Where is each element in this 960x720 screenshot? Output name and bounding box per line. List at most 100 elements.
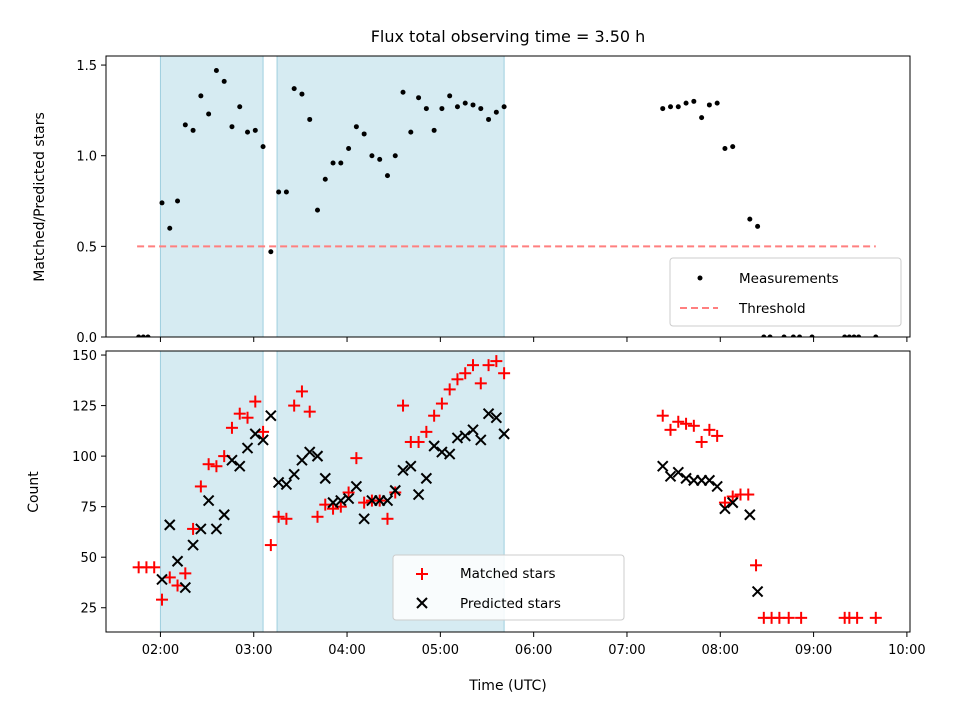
xtick-label-8: 09:00: [795, 643, 832, 658]
point-top-1-64: [790, 334, 796, 337]
point-bottom-1-49: [656, 409, 669, 422]
point-top-1-44: [470, 102, 476, 108]
point-top-1-55: [706, 102, 712, 108]
point-bottom-1-17: [257, 425, 270, 438]
point-top-1-4: [159, 200, 165, 206]
point-bottom-1-5: [163, 571, 176, 584]
legend-top: Measurements Threshold: [669, 257, 902, 327]
point-bottom-1-35: [397, 399, 410, 412]
point-bottom-2-15: [265, 409, 277, 422]
point-bottom-2-14: [257, 434, 269, 446]
point-bottom-1-9: [194, 480, 207, 493]
point-bottom-2-20: [304, 446, 316, 458]
point-bottom-1-58: [726, 490, 739, 503]
point-bottom-1-45: [474, 377, 487, 390]
point-top-1-2: [140, 334, 146, 337]
point-bottom-2-36: [428, 440, 440, 452]
x-axis-label: Time (UTC): [468, 678, 546, 694]
legend-predicted-label: Predicted stars: [460, 596, 561, 612]
point-bottom-1-56: [711, 429, 724, 442]
point-top-1-54: [699, 115, 705, 121]
legend-bottom: Matched stars Predicted stars: [392, 554, 625, 621]
point-bottom-1-24: [311, 510, 324, 523]
point-top-1-43: [462, 100, 468, 106]
xtick-label-3: 04:00: [328, 643, 365, 658]
point-top-1-15: [245, 129, 251, 135]
point-bottom-1-52: [680, 417, 693, 430]
point-bottom-1-40: [435, 397, 448, 410]
point-top-1-66: [809, 334, 815, 337]
point-top-1-13: [229, 124, 235, 130]
point-bottom-2-2: [164, 519, 176, 531]
point-bottom-1-13: [225, 421, 238, 434]
xtick-label-7: 08:00: [702, 643, 739, 658]
point-bottom-2-34: [412, 488, 425, 501]
point-bottom-1-44: [467, 359, 480, 372]
point-top-1-45: [478, 106, 484, 112]
point-bottom-1-60: [742, 488, 755, 501]
point-top-1-63: [781, 334, 787, 337]
point-bottom-1-43: [459, 367, 472, 380]
point-bottom-2-17: [280, 478, 293, 491]
point-bottom-1-39: [428, 409, 441, 422]
point-bottom-1-61: [750, 559, 763, 572]
point-bottom-2-25: [342, 492, 355, 505]
point-top-1-16: [252, 127, 258, 133]
point-top-1-39: [431, 127, 437, 133]
legend-predicted-marker: [416, 597, 428, 609]
point-top-1-1: [136, 334, 142, 337]
point-bottom-2-9: [218, 509, 230, 521]
point-bottom-2-4: [179, 581, 192, 594]
point-top-1-31: [369, 153, 375, 159]
point-top-1-62: [767, 334, 773, 337]
point-bottom-1-21: [288, 399, 301, 412]
point-bottom-1-18: [264, 539, 277, 552]
point-top-1-28: [346, 145, 352, 151]
point-top-1-69: [851, 334, 857, 337]
point-bottom-2-41: [467, 424, 479, 436]
point-bottom-1-16: [249, 395, 262, 408]
point-bottom-1-23: [303, 405, 316, 418]
ytick-label-bottom-3: 75: [80, 501, 97, 516]
point-bottom-1-38: [420, 425, 433, 438]
point-bottom-2-30: [381, 494, 394, 507]
point-bottom-2-38: [443, 448, 456, 460]
point-top-1-19: [276, 189, 282, 195]
point-top-1-67: [842, 334, 848, 337]
point-bottom-1-41: [443, 383, 456, 396]
point-bottom-1-11: [210, 460, 223, 473]
bottom-y-axis-label: Count: [26, 471, 42, 513]
point-top-1-17: [260, 144, 266, 150]
point-bottom-2-53: [711, 480, 723, 493]
point-top-1-22: [299, 91, 305, 97]
top-panel: 0.0 0.5 1.0 1.5: [76, 55, 911, 346]
point-bottom-1-22: [295, 385, 308, 398]
point-top-1-41: [447, 93, 453, 99]
point-bottom-2-56: [744, 509, 756, 521]
point-bottom-1-66: [795, 611, 808, 624]
axes-frame-top: [105, 55, 911, 338]
point-bottom-2-26: [350, 480, 363, 493]
point-bottom-1-19: [272, 510, 285, 523]
point-bottom-2-31: [389, 484, 401, 497]
point-top-1-8: [190, 127, 196, 133]
point-top-1-34: [392, 153, 398, 159]
point-top-1-58: [730, 144, 736, 150]
shaded-interval-bottom-1: [159, 350, 264, 633]
point-bottom-2-40: [459, 430, 471, 442]
point-top-1-9: [198, 93, 204, 99]
ytick-label-bottom-2: 50: [80, 551, 97, 566]
point-bottom-2-5: [187, 539, 199, 551]
point-bottom-1-70: [869, 611, 882, 624]
point-bottom-1-54: [695, 435, 708, 448]
legend-measurements-marker: [697, 275, 703, 281]
ytick-label-bottom-1: 25: [80, 602, 97, 617]
point-bottom-1-48: [498, 367, 511, 380]
point-bottom-2-52: [703, 474, 716, 487]
point-top-1-68: [846, 334, 852, 337]
ytick-label-top-4: 1.5: [76, 59, 97, 74]
ytick-label-bottom-5: 125: [72, 400, 97, 415]
legend-bottom-frame: [392, 554, 625, 621]
point-bottom-2-48: [672, 466, 684, 479]
point-bottom-2-6: [195, 523, 207, 535]
